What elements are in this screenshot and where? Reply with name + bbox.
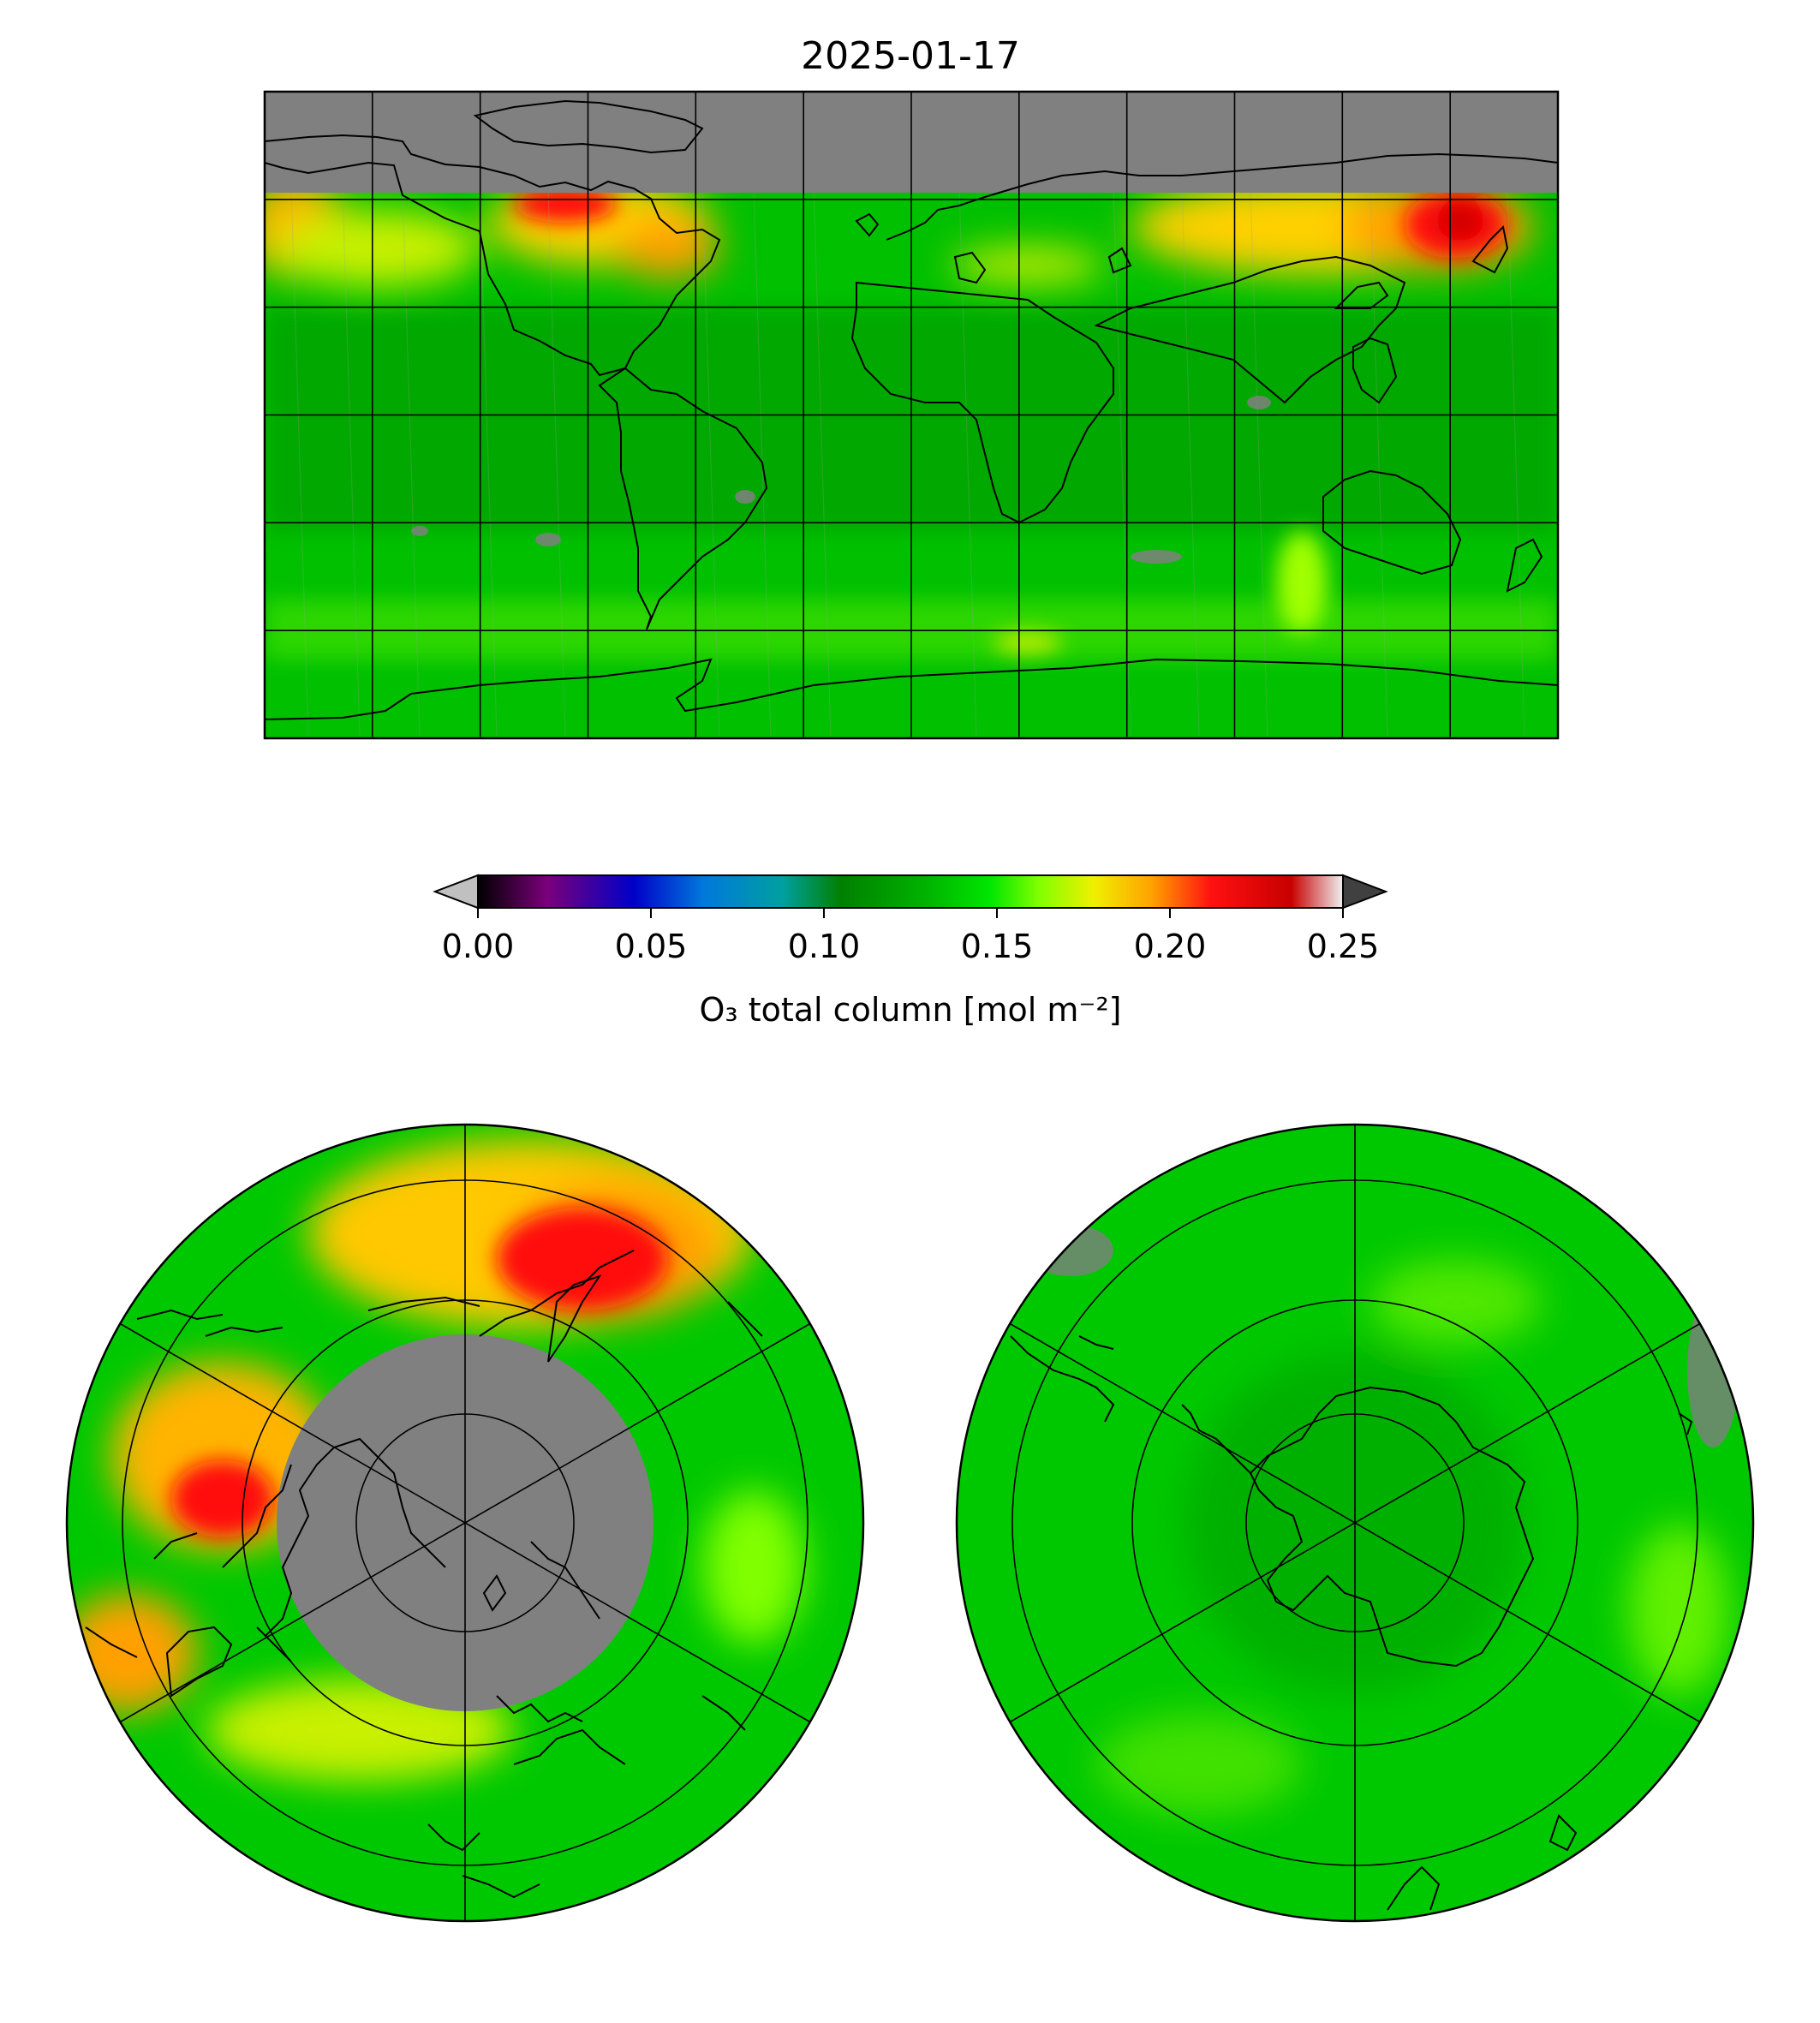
global-gap-3: [535, 533, 561, 546]
north-peak-hudson: [171, 1460, 274, 1537]
south-coastlines: [1010, 1335, 1693, 1911]
global-peak-alaska: [514, 185, 617, 223]
colorbar-tick-label: 0.20: [1134, 928, 1207, 965]
colorbar-tick-label: 0.15: [961, 928, 1034, 965]
global-coastlines: [265, 99, 1558, 720]
south-gridlines: [1009, 1125, 1701, 1921]
north-high-siberia: [702, 1490, 805, 1644]
north-coastlines: [85, 1250, 763, 1899]
global-high-east-canada: [617, 218, 719, 278]
north-peak-okhotsk: [497, 1208, 668, 1310]
global-gridlines: [265, 92, 1558, 738]
global-high-pacific: [274, 210, 480, 287]
north-gridlines: [119, 1125, 811, 1921]
colorbar-label: O₃ total column [mol m⁻²]: [699, 991, 1121, 1029]
global-high-antarctic-coast: [994, 632, 1062, 653]
south-map-frame: [955, 1123, 1755, 1923]
south-light-arc-3: [1096, 1713, 1302, 1816]
global-high-patagonia: [1276, 531, 1328, 634]
north-polar-map: [65, 1123, 865, 1923]
figure-title: 2025-01-17: [801, 34, 1020, 78]
colorbar-gradient: [477, 874, 1344, 909]
colorbar-over-triangle: [1342, 874, 1388, 910]
colorbar: 0.00 0.05 0.10 0.15 0.20 0.25 O₃ total column…: [433, 874, 1388, 1029]
global-gap-4: [735, 490, 755, 504]
colorbar-tick-label: 0.00: [442, 928, 515, 965]
global-map: [263, 90, 1560, 740]
north-map-frame: [65, 1123, 865, 1923]
global-map-frame: [263, 90, 1560, 740]
south-light-arc-2: [1627, 1525, 1730, 1696]
south-light-arc-1: [1370, 1259, 1542, 1345]
south-gap-2: [1028, 1225, 1113, 1276]
global-gap-1: [1247, 396, 1271, 409]
colorbar-tick-label: 0.10: [788, 928, 861, 965]
colorbar-tick-label: 0.05: [615, 928, 688, 965]
south-polar-map: [955, 1123, 1755, 1923]
global-gap-5: [411, 526, 428, 536]
colorbar-ticks: 0.00 0.05 0.10 0.15 0.20 0.25: [442, 908, 1380, 965]
global-peak-okhotsk-core: [1436, 202, 1484, 240]
colorbar-tick-label: 0.25: [1307, 928, 1380, 965]
colorbar-under-triangle: [433, 874, 479, 910]
global-gap-2: [1131, 550, 1182, 564]
global-high-europe: [951, 248, 1105, 283]
